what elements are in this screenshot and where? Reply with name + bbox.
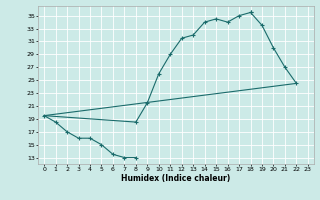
X-axis label: Humidex (Indice chaleur): Humidex (Indice chaleur)	[121, 174, 231, 183]
